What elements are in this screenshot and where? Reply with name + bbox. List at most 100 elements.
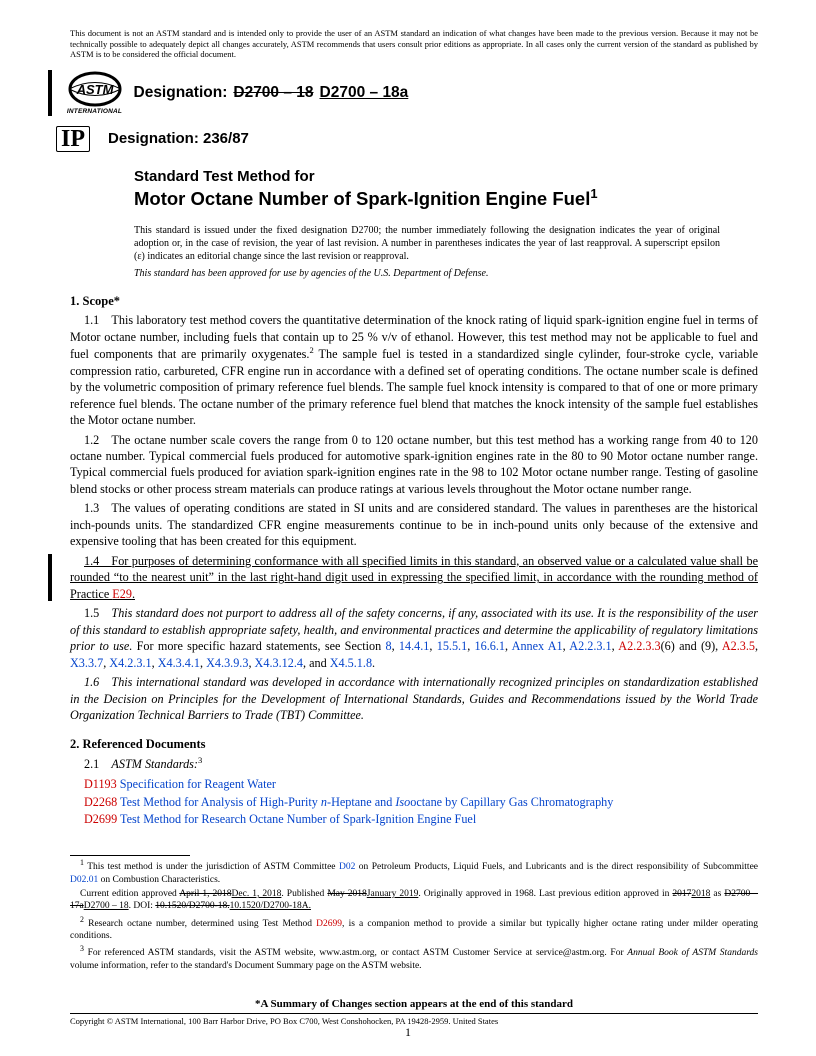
- para-1-4: 1.4 For purposes of determining conforma…: [70, 553, 758, 602]
- para-1-4-b: .: [132, 587, 135, 601]
- para-1-5-end: , and: [303, 656, 330, 670]
- ref-list: D1193 Specification for Reagent Water D2…: [84, 776, 758, 829]
- change-bar: [48, 554, 52, 601]
- fn1-a: This test method is under the jurisdicti…: [84, 862, 339, 872]
- hazard-link-10[interactable]: X4.3.4.1: [158, 656, 200, 670]
- astm-header-row: ASTM INTERNATIONAL Designation: D2700 – …: [48, 70, 758, 116]
- link-d02-01[interactable]: D02.01: [70, 875, 98, 885]
- fn1-new-pub: January 2019: [367, 889, 419, 899]
- para-1-6-text: 1.6 This international standard was deve…: [70, 675, 758, 722]
- fn2-a: Research octane number, determined using…: [84, 919, 316, 929]
- para-1-5-b: For more specific hazard statements, see…: [132, 639, 385, 653]
- footnote-1: 1 This test method is under the jurisdic…: [70, 858, 758, 886]
- ip-header-row: IP Designation: 236/87: [56, 126, 758, 152]
- fn1-c: on Combustion Characteristics.: [98, 875, 220, 885]
- ip-designation-text: Designation: 236/87: [108, 130, 249, 147]
- link-d02[interactable]: D02: [339, 862, 355, 872]
- ref-1-a: Test Method for Analysis of High-Purity: [120, 795, 321, 809]
- issuance-note: This standard is issued under the fixed …: [134, 224, 720, 280]
- fn3-ital: Annual Book of ASTM Standards: [627, 949, 758, 959]
- dod-approval: This standard has been approved for use …: [134, 267, 720, 280]
- fn1-b: on Petroleum Products, Liquid Fuels, and…: [355, 862, 758, 872]
- fn1p2-e: . DOI:: [129, 901, 156, 911]
- link-d2699[interactable]: D2699: [316, 919, 342, 929]
- title-block: Standard Test Method for Motor Octane Nu…: [134, 168, 758, 210]
- ref-id-2[interactable]: D2699: [84, 812, 117, 826]
- title-prefix: Standard Test Method for: [134, 168, 758, 185]
- hazard-link-4[interactable]: Annex A1: [512, 639, 563, 653]
- para-1-4-a: 1.4 For purposes of determining conforma…: [70, 554, 758, 601]
- main-title: Motor Octane Number of Spark-Ignition En…: [134, 186, 758, 210]
- ref-title-0[interactable]: Specification for Reagent Water: [120, 777, 276, 791]
- para-1-3: 1.3 The values of operating conditions a…: [70, 500, 758, 549]
- main-title-text: Motor Octane Number of Spark-Ignition En…: [134, 188, 590, 209]
- designation-label: Designation:: [134, 84, 228, 102]
- fn3-b: volume information, refer to the standar…: [70, 961, 422, 971]
- section-head-refdocs: 2. Referenced Documents: [70, 737, 758, 752]
- footnote-rule: [70, 855, 190, 856]
- fn1-new-yr: 2018: [691, 889, 710, 899]
- fn1p2-a: Current edition approved: [80, 889, 179, 899]
- hazard-link-3[interactable]: 16.6.1: [475, 639, 505, 653]
- astm-logo-subtext: INTERNATIONAL: [67, 108, 122, 115]
- hazard-link-1[interactable]: 14.4.1: [399, 639, 429, 653]
- fn1-old-pub: May 2018: [327, 889, 366, 899]
- hazard-link-5[interactable]: A2.2.3.1: [569, 639, 611, 653]
- footnote-1-p2: Current edition approved April 1, 2018De…: [70, 888, 758, 913]
- hazard-link-0[interactable]: 8: [386, 639, 392, 653]
- para-1-2: 1.2 The octane number scale covers the r…: [70, 432, 758, 498]
- para-1-5-period: .: [372, 656, 375, 670]
- hazard-link-9[interactable]: X4.2.3.1: [109, 656, 151, 670]
- fn1p2-c: . Originally approved in 1968. Last prev…: [418, 889, 672, 899]
- ref-id-1[interactable]: D2268: [84, 795, 117, 809]
- ref-1-b: -Heptane and: [327, 795, 395, 809]
- link-e29[interactable]: E29: [112, 587, 132, 601]
- hazard-link-2[interactable]: 15.5.1: [437, 639, 467, 653]
- ref-id-0[interactable]: D1193: [84, 777, 117, 791]
- hazard-link-6[interactable]: A2.2.3.3: [618, 639, 660, 653]
- ref-item-1: D2268 Test Method for Analysis of High-P…: [84, 794, 758, 812]
- footnote-ref-1: 1: [590, 186, 597, 201]
- fn1p2-b: . Published: [281, 889, 327, 899]
- fn1-new-des: D2700 – 18: [84, 901, 129, 911]
- summary-of-changes-note: *A Summary of Changes section appears at…: [70, 998, 758, 1010]
- fn1-old-yr: 2017: [672, 889, 691, 899]
- page-number: 1: [0, 1025, 816, 1040]
- hazard-link-13[interactable]: X4.5.1.8: [330, 656, 372, 670]
- redline-disclaimer: This document is not an ASTM standard an…: [70, 28, 758, 60]
- change-bar: [48, 70, 52, 116]
- ref-title-1[interactable]: Test Method for Analysis of High-Purity …: [120, 795, 613, 809]
- footnote-3: 3 For referenced ASTM standards, visit t…: [70, 944, 758, 972]
- hazard-link-12[interactable]: X4.3.12.4: [255, 656, 303, 670]
- astm-logo: ASTM INTERNATIONAL: [66, 70, 124, 116]
- fn3-a: For referenced ASTM standards, visit the…: [84, 949, 627, 959]
- para-1-1: 1.1 This laboratory test method covers t…: [70, 312, 758, 428]
- para-1-5-insert9: and (9),: [675, 639, 722, 653]
- hazard-link-8[interactable]: X3.3.7: [70, 656, 103, 670]
- hazard-link-7[interactable]: A2.3.5: [722, 639, 755, 653]
- footnotes: 1 This test method is under the jurisdic…: [70, 858, 758, 972]
- fn1-new-doi: 10.1520/D2700-18A.: [230, 901, 311, 911]
- refdocs-ital: ASTM Standards:: [111, 758, 198, 772]
- hazard-link-11[interactable]: X4.3.9.3: [206, 656, 248, 670]
- para-1-5-insert6: (6): [661, 639, 675, 653]
- svg-text:ASTM: ASTM: [75, 82, 114, 97]
- ref-item-2: D2699 Test Method for Research Octane Nu…: [84, 811, 758, 829]
- para-1-4-text: 1.4 For purposes of determining conforma…: [70, 554, 758, 601]
- designation-line-ip: Designation: 236/87: [108, 130, 249, 147]
- new-designation: D2700 – 18a: [320, 84, 409, 102]
- designation-line-astm: Designation: D2700 – 18 D2700 – 18a: [134, 84, 409, 102]
- old-designation: D2700 – 18: [233, 84, 313, 102]
- ref-title-2[interactable]: Test Method for Research Octane Number o…: [120, 812, 476, 826]
- ip-logo: IP: [56, 126, 90, 152]
- footnote-ref-3: 3: [198, 755, 202, 765]
- fn1-old-doi: 10.1520/D2700-18.: [155, 901, 229, 911]
- fn1-new-date: Dec. 1, 2018: [232, 889, 282, 899]
- section-head-scope: 1. Scope*: [70, 294, 758, 309]
- refdocs-2-1: 2.1 ASTM Standards:3: [70, 755, 758, 773]
- fn1-old-date: April 1, 2018: [179, 889, 231, 899]
- para-1-6: 1.6 This international standard was deve…: [70, 674, 758, 723]
- ref-1-iso: Iso: [395, 795, 410, 809]
- issuance-p1: This standard is issued under the fixed …: [134, 224, 720, 263]
- para-1-5: 1.5 This standard does not purport to ad…: [70, 605, 758, 671]
